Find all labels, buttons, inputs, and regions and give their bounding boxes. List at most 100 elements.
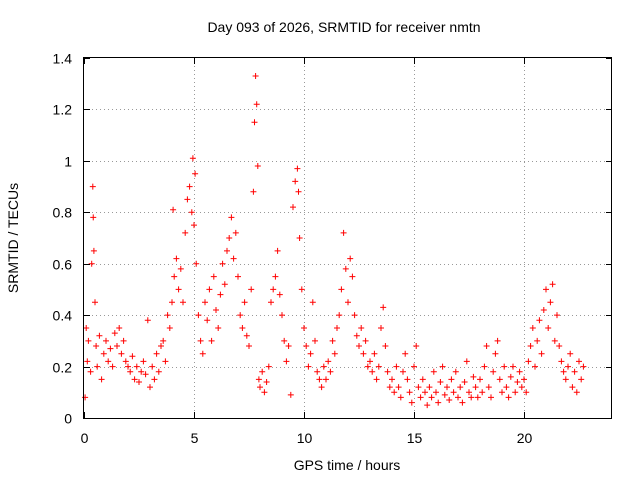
data-point [402, 350, 409, 357]
data-point [565, 363, 571, 370]
data-point [90, 247, 97, 254]
data-point [147, 384, 153, 391]
data-point [382, 343, 389, 349]
data-point [375, 363, 382, 370]
data-point [305, 363, 312, 370]
data-point [483, 343, 490, 349]
data-point [257, 384, 263, 391]
data-point [160, 337, 167, 344]
data-point [230, 255, 237, 262]
data-point [505, 394, 512, 401]
y-tick-label: 0.4 [53, 308, 73, 324]
data-point [213, 307, 219, 313]
data-point [514, 379, 521, 385]
data-point [320, 363, 327, 370]
data-point [142, 371, 149, 378]
data-point [279, 312, 285, 319]
data-point [360, 350, 367, 357]
data-point [96, 332, 103, 339]
data-point [292, 178, 299, 185]
data-point [415, 384, 422, 391]
data-point [191, 222, 197, 229]
data-point [459, 399, 466, 406]
data-point [507, 373, 514, 380]
y-tick-label: 0 [64, 411, 72, 427]
data-point [283, 358, 290, 365]
data-point [329, 337, 336, 344]
data-point [345, 299, 351, 306]
data-point [250, 188, 257, 195]
data-point [426, 384, 433, 391]
data-point [369, 368, 376, 375]
chart-title: Day 093 of 2026, SRMTID for receiver nmt… [207, 19, 480, 35]
data-point [226, 235, 233, 241]
data-point [202, 299, 208, 306]
data-point [325, 358, 332, 365]
data-point [540, 307, 547, 313]
data-point [265, 363, 272, 370]
data-point [452, 368, 459, 375]
data-point [131, 376, 138, 383]
data-point [338, 286, 345, 293]
y-tick-label: 0.2 [53, 360, 73, 376]
data-point [85, 337, 92, 344]
data-point [170, 206, 177, 213]
data-point [393, 363, 400, 370]
data-point [430, 368, 437, 375]
data-point [576, 358, 582, 365]
data-point [259, 368, 266, 375]
data-point [428, 394, 435, 401]
data-point [455, 394, 461, 401]
data-point [184, 196, 191, 203]
data-point [171, 273, 178, 280]
data-point [206, 286, 213, 293]
data-point [217, 291, 224, 298]
data-point [477, 376, 483, 383]
data-point [569, 384, 576, 391]
data-point [400, 368, 406, 375]
data-point [120, 337, 127, 344]
data-point [556, 343, 563, 349]
data-point [210, 273, 217, 280]
data-point [510, 363, 516, 370]
data-point [90, 214, 97, 221]
data-point [404, 376, 411, 383]
data-point [295, 188, 302, 195]
data-point [144, 317, 151, 324]
data-point [272, 273, 279, 280]
data-point [437, 379, 444, 385]
data-point [362, 337, 369, 344]
data-point [433, 389, 439, 396]
data-point [263, 379, 270, 385]
data-point [93, 343, 100, 349]
data-point [538, 350, 545, 357]
data-point [448, 376, 455, 383]
data-point [158, 343, 164, 349]
data-point [298, 286, 305, 293]
y-tick-label: 1 [64, 154, 72, 170]
data-point [461, 379, 468, 385]
data-point [125, 363, 131, 370]
data-point [114, 343, 120, 349]
data-point [525, 358, 532, 365]
data-point [397, 394, 404, 401]
data-point [485, 384, 492, 391]
data-point [395, 384, 402, 391]
x-axis-label: GPS time / hours [294, 457, 401, 473]
data-point [246, 343, 252, 349]
grid-lines [84, 58, 612, 418]
data-point [312, 337, 318, 344]
data-point [386, 384, 393, 391]
y-tick-label: 1.2 [53, 102, 73, 118]
data-point [175, 286, 182, 293]
data-point [419, 376, 426, 383]
data-point [417, 394, 424, 401]
data-point [296, 235, 303, 241]
data-point [580, 363, 587, 370]
data-point [371, 350, 378, 357]
y-tick-label: 1.4 [53, 51, 73, 67]
x-tick-label: 10 [297, 430, 313, 446]
data-point [103, 337, 109, 344]
data-point [446, 397, 453, 403]
